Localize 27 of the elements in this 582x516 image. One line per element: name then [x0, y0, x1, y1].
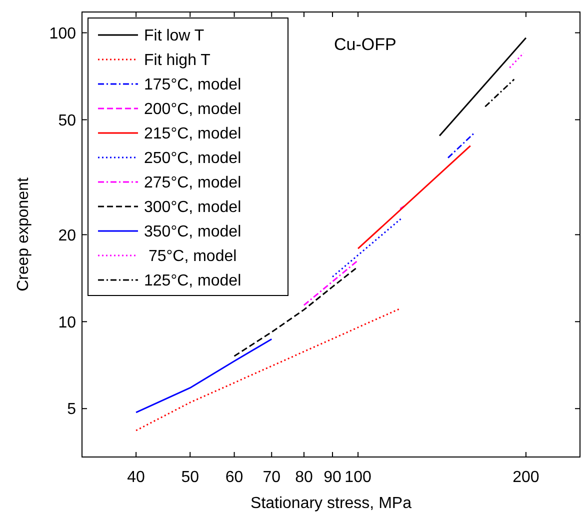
- legend-label: 125°C, model: [144, 272, 242, 290]
- legend-label: 300°C, model: [144, 199, 242, 216]
- y-tick-label: 20: [58, 227, 76, 244]
- x-tick-label: 50: [181, 469, 200, 486]
- legend-label: 350°C, model: [144, 224, 242, 241]
- legend-label: 75°C, model: [144, 248, 237, 266]
- y-tick-label: 50: [58, 112, 76, 130]
- x-tick-label: 60: [225, 469, 244, 486]
- annotation: Cu-OFP: [334, 35, 396, 54]
- x-tick-label: 100: [344, 469, 372, 486]
- legend-label: Fit low T: [144, 28, 204, 45]
- x-tick-label: 80: [295, 469, 313, 486]
- y-tick-label: 100: [49, 25, 76, 42]
- legend-label: 200°C, model: [144, 101, 242, 118]
- x-tick-label: 40: [127, 469, 146, 486]
- y-tick-label: 5: [67, 401, 76, 418]
- legend-label: 215°C, model: [144, 126, 242, 143]
- legend-label: 175°C, model: [144, 76, 242, 94]
- y-axis-title: Creep exponent: [15, 177, 32, 292]
- y-tick-label: 10: [58, 314, 76, 332]
- x-axis-title: Stationary stress, MPa: [250, 495, 412, 512]
- x-tick-label: 200: [512, 469, 540, 486]
- x-tick-label: 90: [324, 469, 342, 486]
- legend-label: 250°C, model: [144, 150, 242, 168]
- legend-label: Fit high T: [144, 52, 211, 70]
- x-tick-label: 70: [262, 469, 281, 486]
- legend-label: 275°C, model: [144, 174, 242, 192]
